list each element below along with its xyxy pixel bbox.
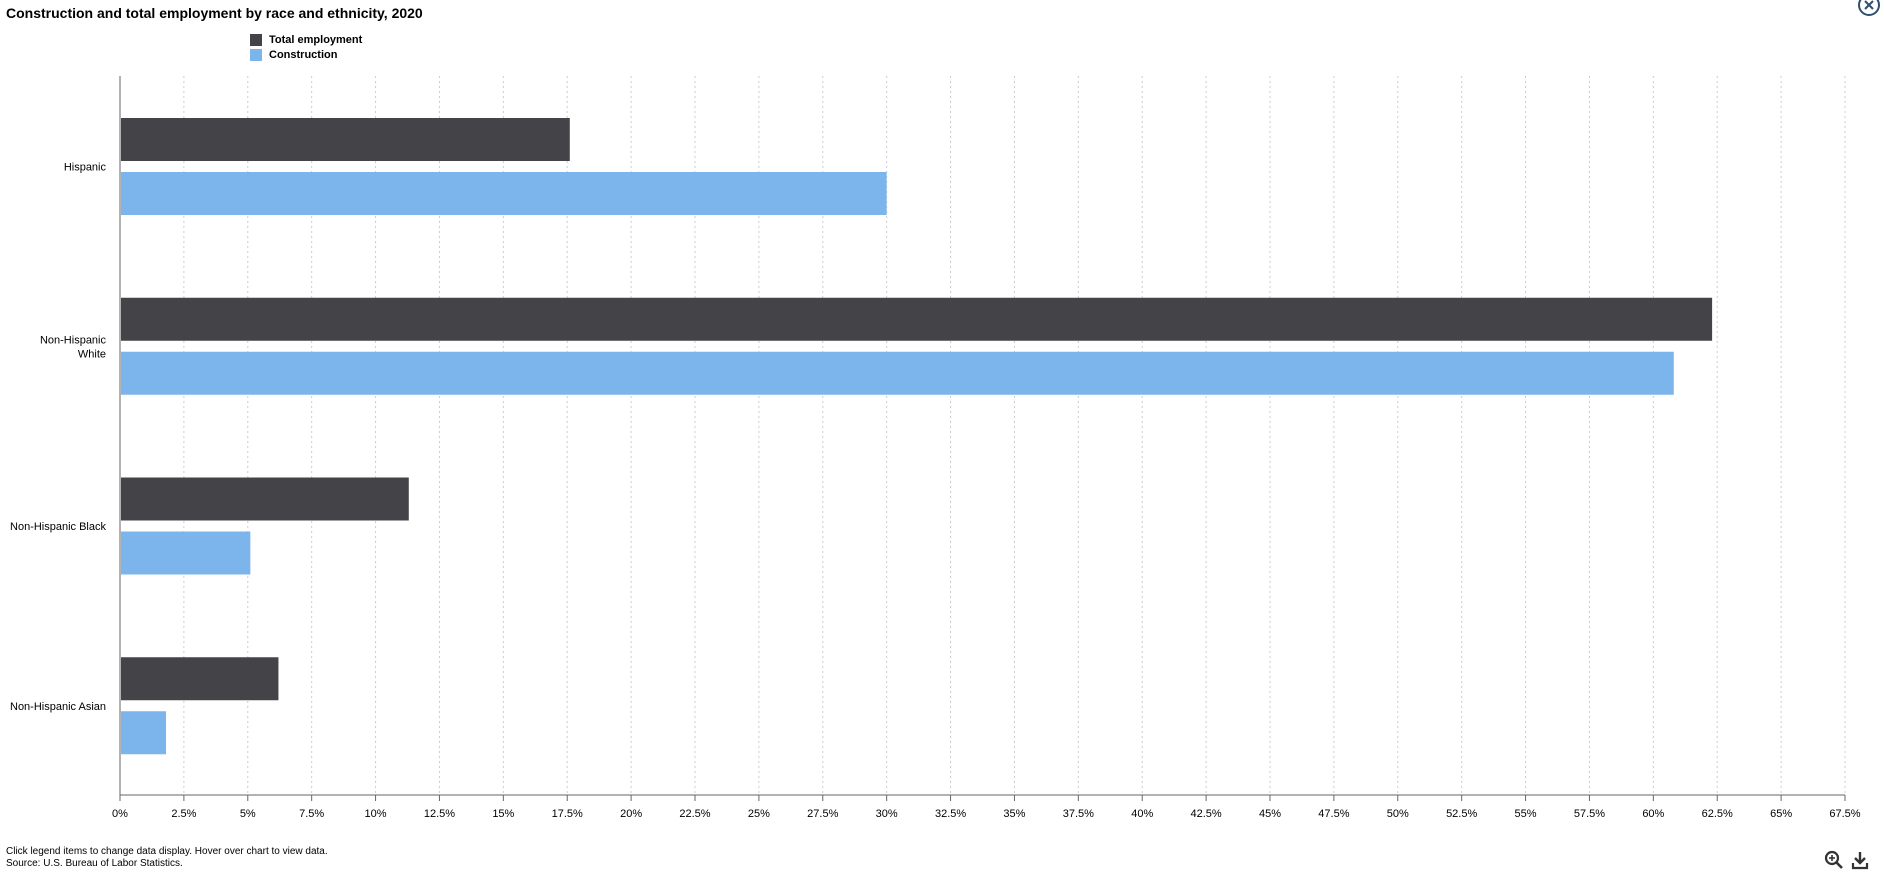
x-tick-label: 35%: [1003, 808, 1025, 820]
x-tick-label: 17.5%: [552, 808, 583, 820]
legend-label-construction: Construction: [269, 48, 338, 61]
x-tick-label: 57.5%: [1574, 808, 1605, 820]
category-label: White: [78, 348, 106, 360]
x-tick-label: 7.5%: [299, 808, 324, 820]
x-tick-label: 20%: [620, 808, 642, 820]
x-tick-label: 47.5%: [1318, 808, 1349, 820]
legend: Total employment Construction: [250, 32, 362, 62]
x-tick-label: 37.5%: [1063, 808, 1094, 820]
x-tick-label: 40%: [1131, 808, 1153, 820]
x-tick-label: 2.5%: [171, 808, 196, 820]
legend-swatch-total-employment: [250, 33, 262, 46]
x-tick-label: 50%: [1387, 808, 1409, 820]
legend-item-construction[interactable]: Construction: [250, 47, 362, 62]
x-tick-label: 60%: [1642, 808, 1664, 820]
x-tick-label: 62.5%: [1702, 808, 1733, 820]
category-label: Non-Hispanic Asian: [10, 701, 106, 713]
bar-total-employment[interactable]: [121, 118, 570, 161]
bar-total-employment[interactable]: [121, 657, 279, 701]
x-tick-label: 25%: [748, 808, 770, 820]
legend-label-total-employment: Total employment: [269, 33, 363, 46]
legend-item-total-employment[interactable]: Total employment: [250, 32, 362, 47]
x-tick-label: 0%: [112, 808, 128, 820]
x-tick-label: 12.5%: [424, 808, 455, 820]
bar-total-employment[interactable]: [121, 477, 409, 521]
x-tick-label: 42.5%: [1191, 808, 1222, 820]
close-icon[interactable]: [1858, 0, 1880, 16]
category-label: Non-Hispanic Black: [10, 521, 106, 533]
category-label: Non-Hispanic: [40, 334, 107, 346]
x-tick-label: 32.5%: [935, 808, 966, 820]
x-tick-label: 45%: [1259, 808, 1281, 820]
footer-source: Source: U.S. Bureau of Labor Statistics.: [6, 858, 183, 869]
x-tick-label: 67.5%: [1829, 808, 1860, 820]
x-tick-label: 5%: [240, 808, 256, 820]
category-label: Hispanic: [64, 162, 107, 174]
chart-title: Construction and total employment by rac…: [6, 5, 423, 21]
x-tick-label: 55%: [1515, 808, 1537, 820]
x-tick-label: 27.5%: [807, 808, 838, 820]
bar-construction[interactable]: [121, 531, 251, 575]
x-tick-label: 52.5%: [1446, 808, 1477, 820]
x-tick-label: 15%: [492, 808, 514, 820]
x-tick-label: 65%: [1770, 808, 1792, 820]
bar-total-employment[interactable]: [121, 297, 1713, 341]
chart-footer: Click legend items to change data displa…: [6, 846, 328, 870]
legend-swatch-construction: [250, 48, 262, 61]
bar-construction[interactable]: [121, 711, 166, 755]
x-tick-label: 30%: [876, 808, 898, 820]
footer-instructions: Click legend items to change data displa…: [6, 846, 328, 857]
bar-construction[interactable]: [121, 172, 887, 215]
zoom-icon[interactable]: [1824, 850, 1844, 870]
download-icon[interactable]: [1850, 850, 1870, 870]
x-tick-label: 10%: [365, 808, 387, 820]
bar-construction[interactable]: [121, 351, 1674, 395]
x-tick-label: 22.5%: [679, 808, 710, 820]
